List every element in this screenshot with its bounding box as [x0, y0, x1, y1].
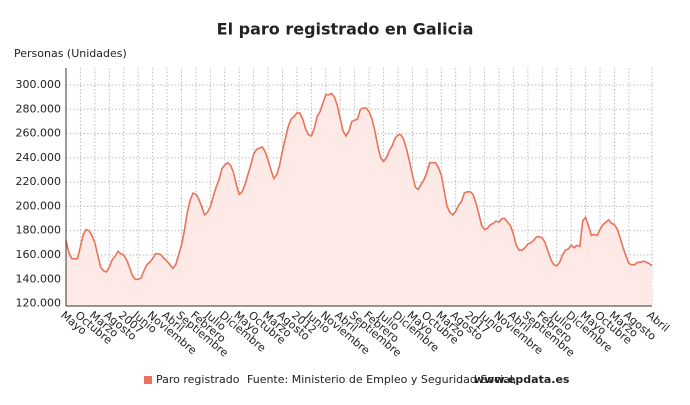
- source: Fuente: Ministerio de Empleo y Seguridad…: [247, 373, 516, 386]
- y-tick-label: 220.000: [16, 175, 62, 188]
- area: [66, 93, 652, 306]
- legend: Paro registrado Fuente: Ministerio de Em…: [144, 373, 570, 386]
- y-tick-label: 200.000: [16, 199, 62, 212]
- chart-title: El paro registrado en Galicia: [217, 20, 474, 39]
- y-tick-label: 180.000: [16, 224, 62, 237]
- y-tick-label: 260.000: [16, 127, 62, 140]
- source-site: www.epdata.es: [474, 373, 570, 386]
- y-tick-label: 240.000: [16, 151, 62, 164]
- y-tick-label: 160.000: [16, 248, 62, 261]
- legend-label: Paro registrado: [156, 373, 240, 386]
- y-axis-title: Personas (Unidades): [14, 47, 127, 60]
- legend-swatch: [144, 376, 152, 384]
- y-tick-label: 300.000: [16, 78, 62, 91]
- y-tick-label: 120.000: [16, 297, 62, 310]
- line: [65, 92, 653, 281]
- y-tick-label: 280.000: [16, 102, 62, 115]
- y-tick-label: 140.000: [16, 272, 62, 285]
